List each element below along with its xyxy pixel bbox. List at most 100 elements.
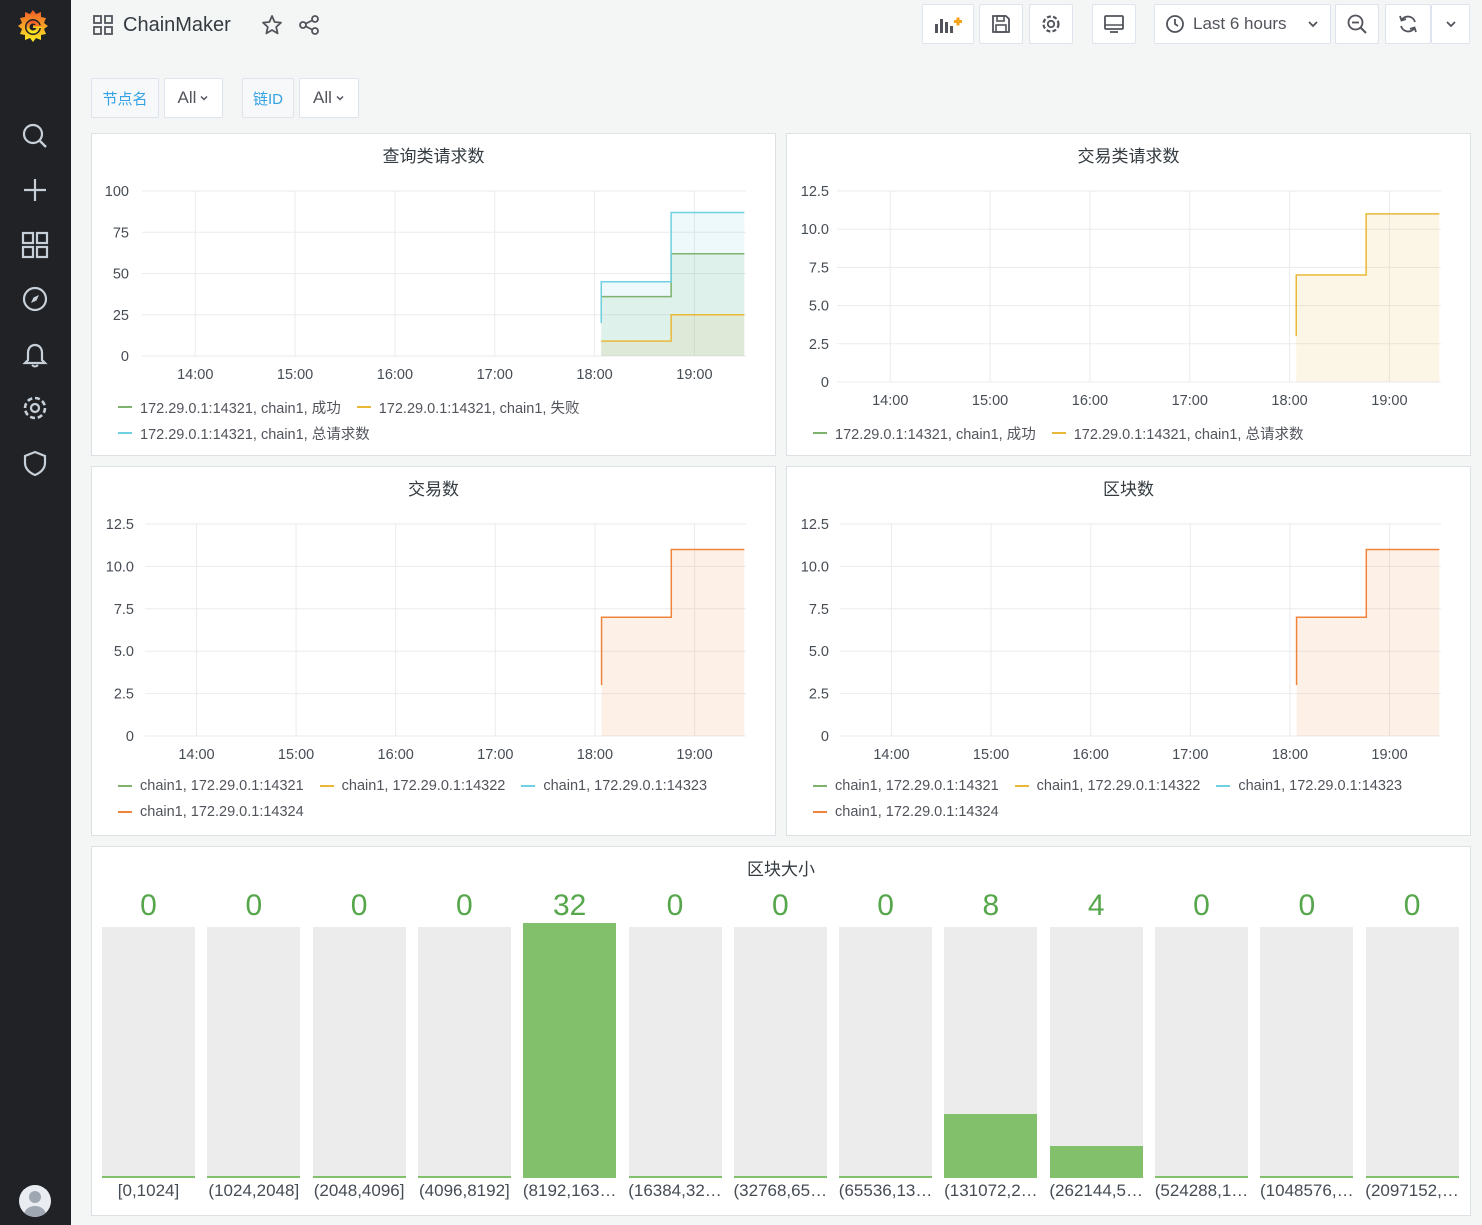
x-tick-label: 14:00 [177, 367, 213, 383]
legend-swatch [118, 432, 132, 434]
graph-plot: 0 2.5 5.0 7.5 10.0 12.5 14:00 15:00 16:00 17:00 18… [801, 517, 1441, 763]
legend-item[interactable]: chain1, 172.29.0.1:14321 [813, 773, 999, 799]
y-tick-label: 50 [113, 267, 129, 283]
bar-fill [523, 923, 617, 1178]
y-tick-label: 12.5 [801, 184, 829, 200]
x-tick-label: 15:00 [973, 747, 1009, 763]
refresh-interval-dropdown[interactable] [1431, 4, 1470, 44]
graph-legend: chain1, 172.29.0.1:14321 chain1, 172.29.0… [813, 773, 1463, 825]
bar-category-label: (4096,8192] [419, 1181, 510, 1200]
legend-item[interactable]: chain1, 172.29.0.1:14322 [1014, 773, 1201, 799]
plus-icon[interactable] [20, 175, 50, 205]
graph-legend: 172.29.0.1:14321, chain1, 成功 172.29.0.1:1… [813, 420, 1463, 446]
panel-title[interactable]: 查询类请求数 [382, 147, 485, 166]
bar-gauge-item: 0 [0,1024] [102, 847, 195, 1217]
legend-label: 172.29.0.1:14321, chain1, 总请求数 [1073, 426, 1304, 443]
explore-compass-icon[interactable] [20, 284, 50, 314]
y-tick-label: 0 [121, 349, 129, 365]
bar-category-label: (32768,65… [733, 1181, 828, 1200]
variable-label-chain-id: 链ID [242, 78, 294, 118]
zoom-out-button[interactable] [1335, 4, 1379, 44]
legend-item[interactable]: chain1, 172.29.0.1:14323 [1216, 773, 1402, 799]
user-avatar[interactable] [19, 1185, 51, 1217]
configuration-gear-icon[interactable] [20, 393, 50, 423]
dashboard-title[interactable]: ChainMaker [123, 14, 231, 36]
legend-label: chain1, 172.29.0.1:14323 [1238, 778, 1403, 794]
dashboard-settings-button[interactable] [1029, 4, 1073, 44]
y-tick-label: 2.5 [114, 687, 134, 703]
chevron-down-icon [200, 95, 208, 101]
time-range-label: Last 6 hours [1193, 14, 1287, 33]
series-area [601, 314, 745, 356]
bar-fill [102, 1176, 195, 1178]
x-tick-label: 17:00 [1172, 393, 1208, 409]
graph-panel-block-count: 区块数 0 2.5 5.0 7.5 10.0 12.5 14:00 15:00 16:00 17:… [786, 466, 1471, 836]
legend-item[interactable]: chain1, 172.29.0.1:14321 [118, 773, 304, 799]
time-range-picker[interactable]: Last 6 hours [1154, 4, 1331, 44]
refresh-button[interactable] [1385, 4, 1431, 44]
legend-item[interactable]: 172.29.0.1:14321, chain1, 总请求数 [1051, 420, 1304, 446]
bar-value-label: 0 [877, 889, 894, 922]
graph-plot: 0 25 50 75 100 14:00 15:00 16:00 17:00 18:00 19:00 [105, 184, 746, 383]
graph-panel-transaction-count: 交易数 0 2.5 5.0 7.5 10.0 12.5 14:00 15:00 16:00 17:… [91, 466, 776, 836]
bar-gauge-item: 0 (2048,4096] [312, 847, 406, 1217]
bar-value-label: 0 [350, 889, 368, 922]
bar-category-label: (2097152,… [1365, 1181, 1459, 1200]
legend-swatch [813, 785, 827, 787]
bar-track [207, 927, 301, 1178]
bar-gauge-item: 0 (1048576,… [1260, 847, 1354, 1217]
chevron-down-icon [1445, 21, 1456, 28]
bar-category-label: (8192,163… [522, 1181, 617, 1200]
bar-category-label: (1024,2048] [208, 1181, 300, 1200]
dashboards-icon[interactable] [20, 230, 50, 260]
legend-item[interactable]: chain1, 172.29.0.1:14324 [118, 799, 304, 825]
panel-title[interactable]: 区块大小 [747, 860, 815, 879]
x-tick-label: 14:00 [178, 747, 214, 763]
legend-label: 172.29.0.1:14321, chain1, 总请求数 [140, 426, 370, 443]
panel-title[interactable]: 交易类请求数 [1077, 147, 1180, 166]
bar-track [628, 927, 722, 1178]
bar-track [102, 927, 195, 1178]
panel-title[interactable]: 交易数 [408, 480, 459, 499]
chevron-down-icon [336, 95, 344, 101]
add-panel-button[interactable] [922, 4, 974, 44]
graph-legend: chain1, 172.29.0.1:14321 chain1, 172.29.0… [118, 773, 768, 825]
share-icon[interactable] [298, 14, 320, 41]
x-tick-label: 19:00 [1371, 747, 1407, 763]
star-icon[interactable] [261, 14, 283, 41]
legend-label: chain1, 172.29.0.1:14322 [1036, 778, 1201, 794]
legend-item[interactable]: chain1, 172.29.0.1:14322 [319, 773, 506, 799]
legend-item[interactable]: 172.29.0.1:14321, chain1, 总请求数 [118, 420, 370, 446]
shield-icon[interactable] [20, 448, 50, 478]
tv-mode-button[interactable] [1092, 4, 1136, 44]
legend-item[interactable]: 172.29.0.1:14321, chain1, 成功 [813, 420, 1036, 446]
legend-item[interactable]: chain1, 172.29.0.1:14324 [813, 799, 999, 825]
legend-item[interactable]: chain1, 172.29.0.1:14323 [521, 773, 707, 799]
legend-swatch [813, 811, 827, 813]
bar-fill [1155, 1176, 1248, 1178]
y-tick-label: 7.5 [809, 260, 829, 276]
legend-label: chain1, 172.29.0.1:14322 [341, 778, 506, 794]
panel-title[interactable]: 区块数 [1103, 480, 1154, 499]
alerting-bell-icon[interactable] [20, 339, 50, 369]
graph-plot: 0 2.5 5.0 7.5 10.0 12.5 14:00 15:00 16:00 17:00 18… [801, 184, 1441, 409]
bar-value-label: 0 [140, 889, 157, 922]
bar-fill [207, 1176, 301, 1178]
legend-label: 172.29.0.1:14321, chain1, 成功 [835, 426, 1036, 443]
bar-fill [1260, 1176, 1354, 1178]
legend-item[interactable]: 172.29.0.1:14321, chain1, 成功 [118, 394, 341, 420]
x-tick-label: 18:00 [1272, 747, 1308, 763]
x-tick-label: 19:00 [1371, 393, 1407, 409]
variable-select-node-name[interactable]: All [164, 78, 223, 118]
bar-value-label: 0 [666, 889, 684, 922]
bar-value-label: 0 [456, 889, 473, 922]
search-icon[interactable] [20, 121, 50, 151]
legend-swatch [1216, 785, 1231, 787]
series-area [601, 549, 745, 736]
x-tick-label: 17:00 [477, 367, 513, 383]
legend-item[interactable]: 172.29.0.1:14321, chain1, 失败 [356, 394, 579, 420]
variable-select-chain-id[interactable]: All [299, 78, 359, 118]
save-dashboard-button[interactable] [979, 4, 1023, 44]
grafana-logo[interactable] [13, 6, 53, 46]
clock-icon [1166, 15, 1184, 33]
